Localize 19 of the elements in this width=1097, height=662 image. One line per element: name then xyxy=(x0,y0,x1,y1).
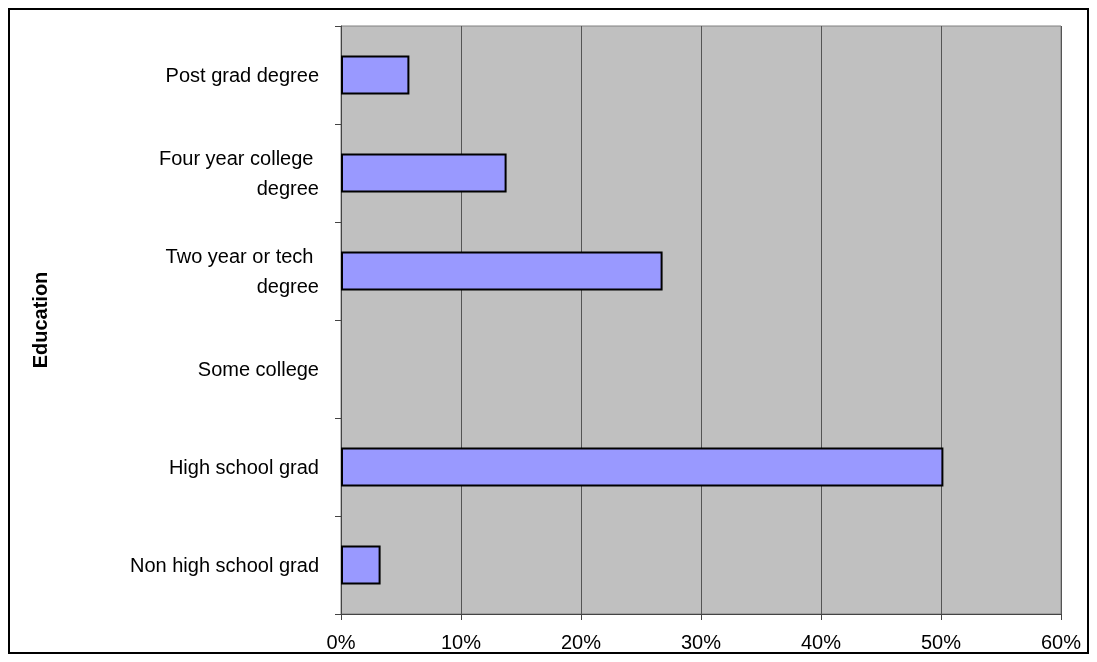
y-tick-label: Some college xyxy=(197,358,319,380)
y-tick-label: Four year college degree xyxy=(158,147,319,199)
x-tick-label: 30% xyxy=(680,631,722,653)
bar xyxy=(341,447,944,487)
bar xyxy=(341,153,507,193)
bar xyxy=(341,545,381,585)
bar xyxy=(341,55,410,95)
y-tick-label: Post grad degree xyxy=(165,64,319,86)
bar xyxy=(341,251,663,291)
x-tick-label: 0% xyxy=(326,631,356,653)
y-tick-label: Non high school grad xyxy=(129,554,319,576)
y-tick-label: Two year or tech degree xyxy=(165,245,319,297)
x-tick-label: 60% xyxy=(1040,631,1082,653)
y-tick-label: High school grad xyxy=(168,456,319,478)
x-tick-label: 50% xyxy=(920,631,962,653)
y-axis-title: Education xyxy=(29,271,51,369)
x-tick-label: 20% xyxy=(560,631,602,653)
x-tick-label: 40% xyxy=(800,631,842,653)
x-tick-label: 10% xyxy=(440,631,482,653)
